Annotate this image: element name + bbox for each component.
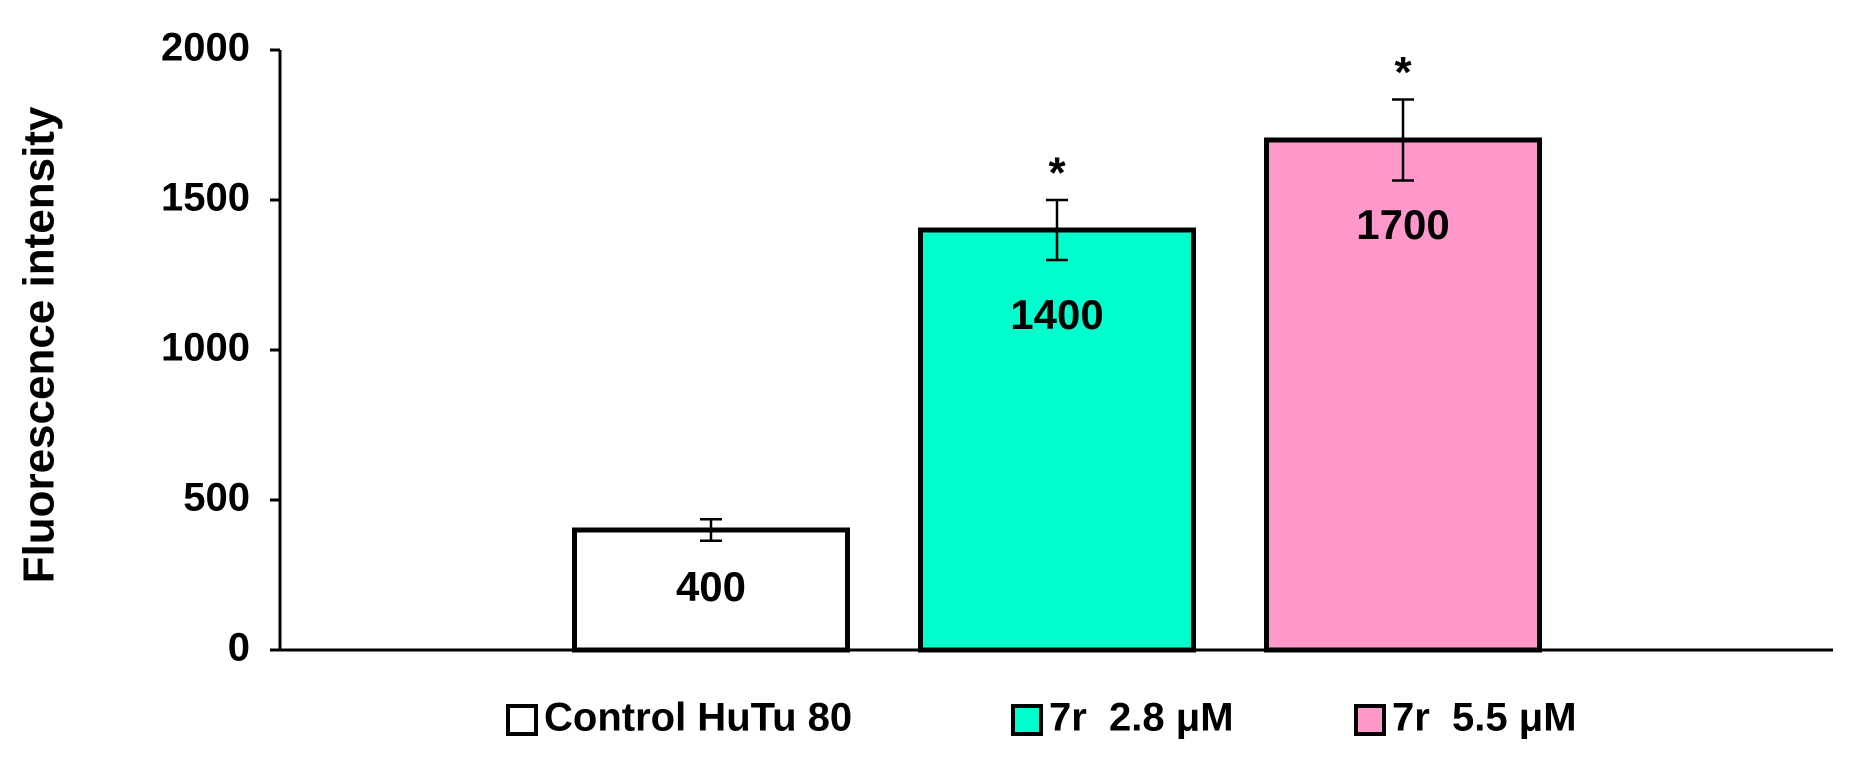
significance-marker: * [1394, 48, 1412, 97]
bar [1264, 137, 1542, 653]
data-label: 1700 [1356, 201, 1449, 248]
bar [572, 527, 850, 653]
data-label: 400 [676, 563, 746, 610]
bar [918, 227, 1196, 653]
legend-swatch [1011, 704, 1043, 736]
data-label: 1400 [1010, 291, 1103, 338]
y-tick-label: 500 [183, 476, 250, 520]
legend-label: Control HuTu 80 [544, 696, 852, 740]
legend-label: 7r 2.8 μM [1049, 696, 1234, 740]
y-tick-label: 2000 [161, 26, 250, 70]
y-tick-label: 0 [228, 626, 250, 670]
legend-swatch [1354, 704, 1386, 736]
y-tick-label: 1000 [161, 326, 250, 370]
y-tick-label: 1500 [161, 176, 250, 220]
legend-swatch [506, 704, 538, 736]
y-axis-label: Fluorescence intensity [15, 106, 64, 583]
legend-label: 7r 5.5 μM [1392, 696, 1577, 740]
significance-marker: * [1048, 149, 1066, 198]
